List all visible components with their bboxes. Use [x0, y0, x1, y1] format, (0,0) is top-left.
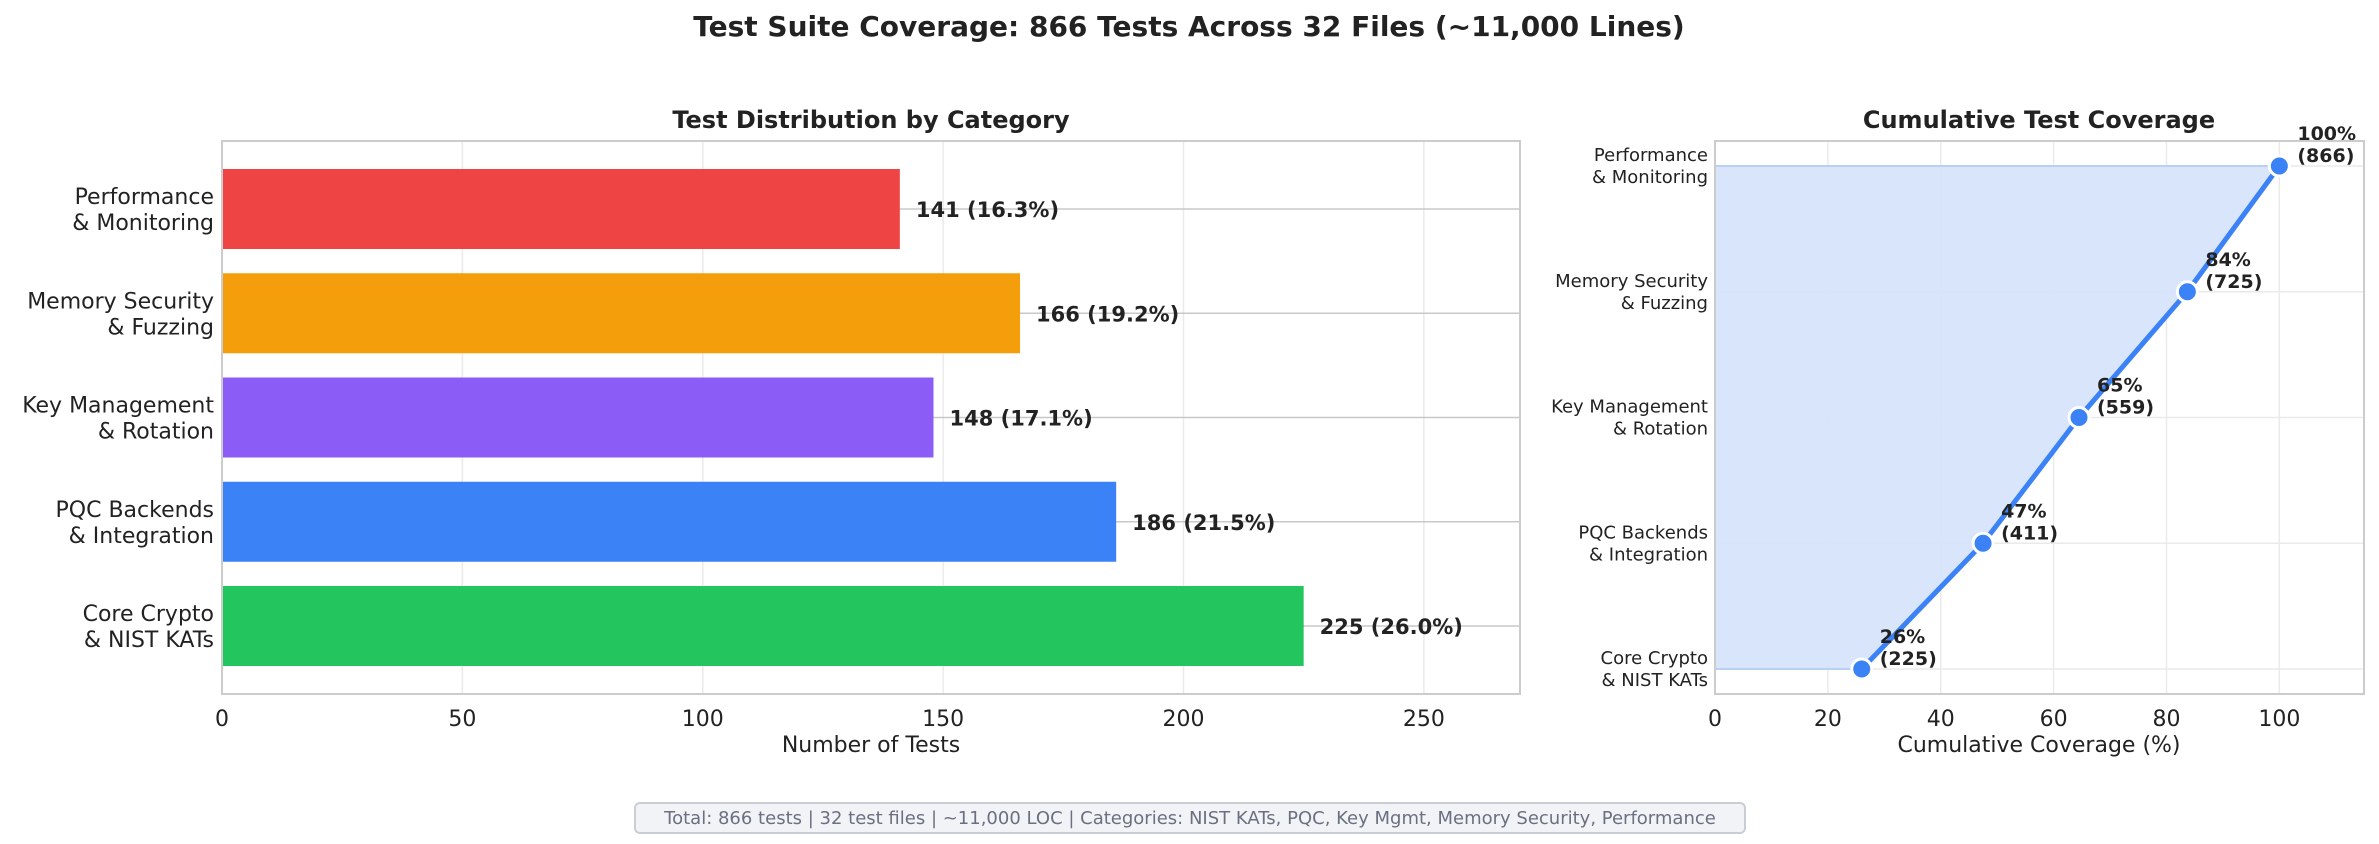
point-2	[2067, 406, 2091, 429]
category-label-3: Memory Security & Fuzzing	[27, 289, 214, 340]
distribution-chart-title: Test Distribution by Category	[672, 106, 1070, 134]
x-tick-label-100: 100	[682, 707, 724, 732]
category-label-4: Performance & Monitoring	[72, 185, 214, 236]
x-tick-label-40: 40	[1927, 707, 1955, 732]
bar-1	[222, 481, 1117, 562]
category-label-0: Core Crypto & NIST KATs	[1601, 648, 1709, 691]
category-label-4: Performance & Monitoring	[1592, 145, 1708, 188]
cumulative-point-labels: 26% (225) 47% (411) 65% (559) 84% (725) 100% (866…	[1880, 123, 2356, 670]
x-tick-label-20: 20	[1814, 707, 1842, 732]
cumulative-x-tick-labels: 0 20 40 60 80 100	[1708, 707, 2300, 732]
point-1	[1971, 531, 1995, 555]
category-label-0: Core Crypto & NIST KATs	[83, 602, 214, 653]
bar-label-2: 148 (17.1%)	[949, 407, 1092, 431]
bar-label-0: 225 (26.0%)	[1320, 615, 1463, 639]
category-label-3: Memory Security & Fuzzing	[1555, 271, 1708, 314]
distribution-x-tick-labels: 0 50 100 150 200 250	[215, 707, 1445, 732]
bar-0	[222, 586, 1304, 666]
category-label-2: Key Management & Rotation	[1551, 397, 1708, 440]
figure-title: Test Suite Coverage: 866 Tests Across 32…	[693, 10, 1684, 43]
point-0	[1850, 657, 1874, 681]
distribution-x-axis-label: Number of Tests	[782, 733, 960, 758]
distribution-category-labels: Core Crypto & NIST KATs PQC Backends & Inte…	[22, 185, 214, 653]
cumulative-points	[1850, 154, 2291, 681]
bar-3	[222, 273, 1021, 354]
bar-label-3: 166 (19.2%)	[1036, 302, 1179, 326]
bar-label-4: 141 (16.3%)	[916, 198, 1059, 222]
point-label-2: 65% (559)	[2097, 375, 2154, 419]
point-label-4: 100% (866)	[2297, 123, 2356, 167]
x-tick-label-80: 80	[2152, 707, 2180, 732]
category-label-1: PQC Backends & Integration	[56, 498, 214, 549]
bar-label-1: 186 (21.5%)	[1132, 511, 1275, 535]
category-label-1: PQC Backends & Integration	[1578, 522, 1708, 565]
x-tick-label-200: 200	[1162, 707, 1204, 732]
summary-footer: Total: 866 tests | 32 test files | ~11,0…	[634, 802, 1746, 834]
x-tick-label-50: 50	[448, 707, 476, 732]
bar-4	[222, 169, 900, 249]
point-label-1: 47% (411)	[2001, 500, 2058, 544]
x-tick-label-0: 0	[1708, 707, 1722, 732]
cumulative-category-labels: Core Crypto & NIST KATs PQC Backends & Inte…	[1551, 145, 1708, 691]
distribution-bars	[222, 169, 1304, 666]
distribution-data-labels: 225 (26.0%) 186 (21.5%) 148 (17.1%) 166 (19…	[916, 198, 1463, 639]
x-tick-label-250: 250	[1403, 707, 1445, 732]
cumulative-chart: Cumulative Test Coverage 26% (225) 47% (411…	[1551, 106, 2365, 758]
point-4	[2267, 154, 2291, 178]
x-tick-label-60: 60	[2040, 707, 2068, 732]
point-label-3: 84% (725)	[2205, 249, 2262, 293]
x-tick-label-0: 0	[215, 707, 229, 732]
cumulative-chart-title: Cumulative Test Coverage	[1863, 106, 2215, 134]
cumulative-plot-frame	[1714, 140, 2365, 695]
bar-2	[222, 377, 934, 458]
cumulative-x-axis-label: Cumulative Coverage (%)	[1897, 733, 2180, 758]
x-tick-label-100: 100	[2258, 707, 2300, 732]
category-label-2: Key Management & Rotation	[22, 394, 214, 445]
distribution-plot-frame	[221, 140, 1521, 695]
point-label-0: 26% (225)	[1880, 626, 1937, 670]
point-3	[2175, 280, 2199, 304]
distribution-chart: Test Distribution by Category 225 (26.0%…	[22, 106, 1521, 758]
x-tick-label-150: 150	[922, 707, 964, 732]
